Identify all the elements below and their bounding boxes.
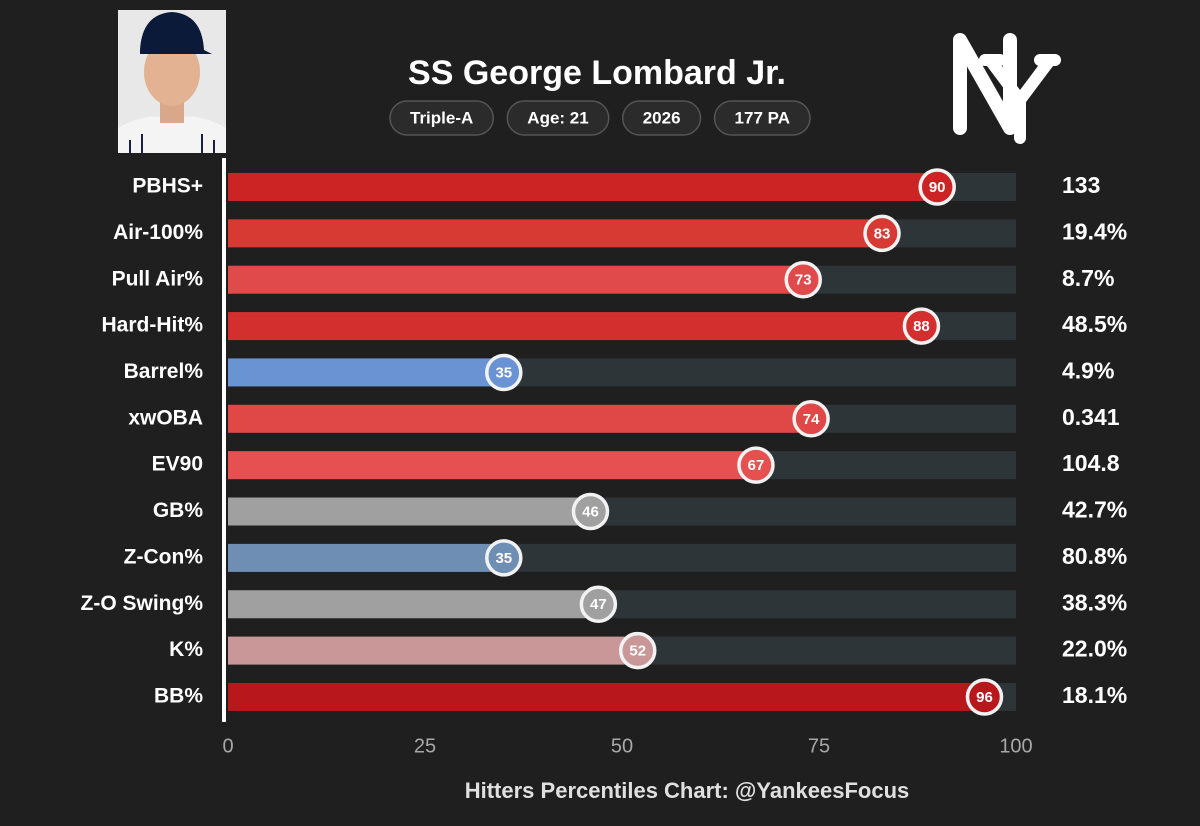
tag-pill: Age: 21 <box>506 100 610 136</box>
value-label: 35 <box>495 364 512 381</box>
value-label: 88 <box>913 318 930 335</box>
x-tick-label: 100 <box>999 735 1032 757</box>
x-tick-label: 75 <box>808 735 830 757</box>
value-badge <box>792 400 830 438</box>
pill-background <box>621 100 702 136</box>
category-label: Z-O Swing% <box>81 592 204 615</box>
bar <box>228 682 985 711</box>
bar <box>228 173 938 201</box>
stat-label: 19.4% <box>1062 218 1127 244</box>
caption: Hitters Percentiles Chart: @YankeesFocus <box>465 778 910 803</box>
player-photo <box>118 10 226 153</box>
tag-pill: 2026 <box>621 100 702 136</box>
tag-label: Age: 21 <box>527 108 588 127</box>
bar <box>228 543 504 572</box>
tag-label: 2026 <box>643 108 681 127</box>
bar <box>228 451 756 480</box>
stat-label: 48.5% <box>1062 311 1127 337</box>
value-badge <box>784 260 822 299</box>
value-badge <box>485 539 523 577</box>
stat-label: 22.0% <box>1062 636 1127 662</box>
value-badge <box>902 307 941 345</box>
category-label: PBHS+ <box>132 175 203 198</box>
stat-label: 38.3% <box>1062 589 1127 615</box>
stat-label: 42.7% <box>1062 497 1127 523</box>
category-label: Air-100% <box>113 221 203 244</box>
value-label: 83 <box>874 225 891 242</box>
pill-background <box>713 100 811 136</box>
stat-label: 104.8 <box>1062 450 1120 476</box>
value-badge <box>965 678 1004 716</box>
value-badge <box>571 492 610 531</box>
tag-label: 177 PA <box>735 108 790 127</box>
chart-title: SS George Lombard Jr. <box>408 54 786 92</box>
x-tick-label: 50 <box>611 735 633 757</box>
value-badge <box>918 168 956 206</box>
value-label: 90 <box>929 179 946 196</box>
category-label: K% <box>169 638 203 661</box>
tag-label: Triple-A <box>410 108 473 127</box>
category-label: BB% <box>154 685 203 708</box>
category-label: Pull Air% <box>112 267 204 290</box>
team-logo <box>953 33 1061 144</box>
value-label: 46 <box>582 503 599 520</box>
category-label: Hard-Hit% <box>101 314 203 337</box>
x-tick-label: 0 <box>222 735 233 757</box>
value-badge <box>737 446 775 484</box>
value-label: 73 <box>795 272 812 289</box>
tag-pill: 177 PA <box>713 100 811 136</box>
bar <box>228 404 812 433</box>
pill-background <box>389 100 495 136</box>
value-badge <box>863 214 901 253</box>
bar <box>228 358 504 387</box>
bar <box>228 636 638 665</box>
category-label: GB% <box>153 499 204 522</box>
bar <box>228 265 804 294</box>
value-label: 67 <box>748 457 765 474</box>
stat-label: 133 <box>1062 172 1100 198</box>
bar <box>228 497 591 526</box>
bar <box>228 312 922 341</box>
value-label: 52 <box>629 643 646 660</box>
bar <box>228 219 883 248</box>
stat-label: 8.7% <box>1062 265 1114 291</box>
value-label: 96 <box>976 689 993 706</box>
value-label: 47 <box>590 596 607 613</box>
category-label: Z-Con% <box>124 545 204 568</box>
stat-label: 0.341 <box>1062 404 1120 430</box>
value-badge <box>485 353 523 392</box>
value-label: 74 <box>803 411 820 428</box>
value-badge <box>579 585 618 623</box>
pill-background <box>506 100 610 136</box>
tag-pill: Triple-A <box>389 100 495 136</box>
category-label: EV90 <box>152 453 203 476</box>
bar <box>228 590 599 619</box>
x-tick-label: 25 <box>414 735 436 757</box>
stat-label: 18.1% <box>1062 682 1127 708</box>
value-label: 35 <box>495 550 512 567</box>
category-label: Barrel% <box>124 360 204 383</box>
value-badge <box>619 631 657 670</box>
stat-label: 80.8% <box>1062 543 1127 569</box>
category-label: xwOBA <box>128 406 203 429</box>
stat-label: 4.9% <box>1062 358 1114 384</box>
